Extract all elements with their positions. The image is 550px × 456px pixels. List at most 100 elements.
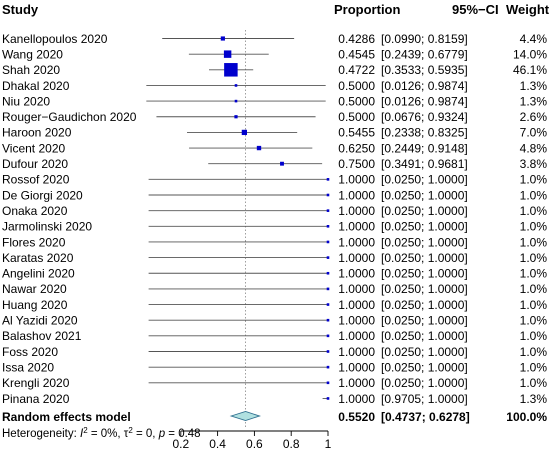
study-proportion: 0.5000 [338,79,375,93]
study-ci: [0.0250; 1.0000] [381,188,468,202]
study-name: Shah 2020 [2,63,60,77]
summary-weight: 100.0% [506,410,547,424]
study-weight: 14.0% [513,47,547,61]
study-weight: 1.0% [520,376,548,390]
study-name: Foss 2020 [2,345,58,359]
study-proportion: 1.0000 [338,173,375,187]
summary-proportion: 0.5520 [338,410,375,424]
study-ci: [0.0250; 1.0000] [381,173,468,187]
study-ci: [0.9705; 1.0000] [381,392,468,406]
study-weight: 7.0% [520,126,548,140]
study-ci: [0.0250; 1.0000] [381,360,468,374]
study-weight: 1.0% [520,360,548,374]
point-estimate [234,84,238,87]
study-proportion: 0.6250 [338,141,375,155]
point-estimate [326,240,330,244]
study-proportion: 0.5000 [338,94,375,108]
study-name: Nawar 2020 [2,282,67,296]
study-weight: 1.0% [520,282,548,296]
point-estimate [326,350,330,353]
study-ci: [0.0250; 1.0000] [381,251,468,265]
x-tick-label: 1 [325,437,332,451]
study-name: Flores 2020 [2,235,66,249]
study-proportion: 0.4722 [338,63,375,77]
point-estimate [241,129,248,136]
study-proportion: 1.0000 [338,376,375,390]
study-marks [146,30,330,428]
study-weight: 3.8% [520,157,548,171]
study-proportion: 0.7500 [338,157,375,171]
point-estimate [223,50,232,58]
study-rows: Kanellopoulos 2020 0.4286 [0.0990; 0.8159]… [2,32,547,406]
study-name: Jarmolinski 2020 [2,220,92,234]
study-weight: 4.8% [520,141,548,155]
header-proportion: Proportion [334,2,400,17]
study-weight: 1.3% [520,79,548,93]
study-proportion: 0.5000 [338,110,375,124]
study-proportion: 1.0000 [338,329,375,343]
point-estimate [280,161,284,166]
summary-diamond [229,411,261,421]
study-proportion: 1.0000 [338,188,375,202]
study-name: Rossof 2020 [2,173,70,187]
study-ci: [0.0990; 0.8159] [381,32,468,46]
point-estimate [326,193,330,197]
study-weight: 2.6% [520,110,548,124]
study-proportion: 1.0000 [338,251,375,265]
study-ci: [0.2338; 0.8325] [381,126,468,140]
study-weight: 1.0% [520,235,548,249]
study-weight: 1.0% [520,314,548,328]
study-name: Kanellopoulos 2020 [2,32,108,46]
study-ci: [0.0250; 1.0000] [381,235,468,249]
x-tick-label: 0.8 [283,437,300,451]
study-proportion: 1.0000 [338,235,375,249]
x-axis: 0.2 0.4 0.6 0.8 1 [172,430,332,451]
point-estimate [326,178,330,181]
study-weight: 1.3% [520,392,548,406]
study-weight: 1.0% [520,267,548,281]
point-estimate [326,365,330,369]
study-proportion: 1.0000 [338,298,375,312]
header-ci: 95%−CI [452,2,499,17]
x-tick-label: 0.6 [246,437,263,451]
study-weight: 4.4% [520,32,548,46]
study-ci: [0.0250; 1.0000] [381,204,468,218]
study-weight: 1.0% [520,345,548,359]
study-name: De Giorgi 2020 [2,188,83,202]
study-weight: 1.0% [520,188,548,202]
study-proportion: 0.5455 [338,126,375,140]
point-estimate [326,334,330,338]
study-ci: [0.0250; 1.0000] [381,220,468,234]
study-name: Huang 2020 [2,298,68,312]
study-name: Al Yazidi 2020 [2,314,78,328]
study-proportion: 1.0000 [338,345,375,359]
study-proportion: 1.0000 [338,282,375,296]
study-name: Angelini 2020 [2,267,75,281]
header-study: Study [2,2,39,17]
study-name: Issa 2020 [2,360,54,374]
study-proportion: 0.4286 [338,32,375,46]
study-ci: [0.0126; 0.9874] [381,94,468,108]
point-estimate [326,381,330,385]
study-ci: [0.0250; 1.0000] [381,329,468,343]
point-estimate [326,287,330,291]
study-weight: 1.3% [520,94,548,108]
study-name: Haroon 2020 [2,126,72,140]
point-estimate [326,397,330,400]
summary-label: Random effects model [2,410,131,424]
study-name: Vicent 2020 [2,141,65,155]
study-name: Dufour 2020 [2,157,68,171]
study-name: Krengli 2020 [2,376,70,390]
study-ci: [0.0250; 1.0000] [381,345,468,359]
study-weight: 1.0% [520,251,548,265]
study-ci: [0.2449; 0.9148] [381,141,468,155]
study-ci: [0.0250; 1.0000] [381,282,468,296]
study-name: Dhakal 2020 [2,79,70,93]
point-estimate [256,145,262,151]
point-estimate [326,209,330,212]
study-ci: [0.0126; 0.9874] [381,79,468,93]
summary-ci: [0.4737; 0.6278] [381,410,470,424]
point-estimate [224,63,238,77]
